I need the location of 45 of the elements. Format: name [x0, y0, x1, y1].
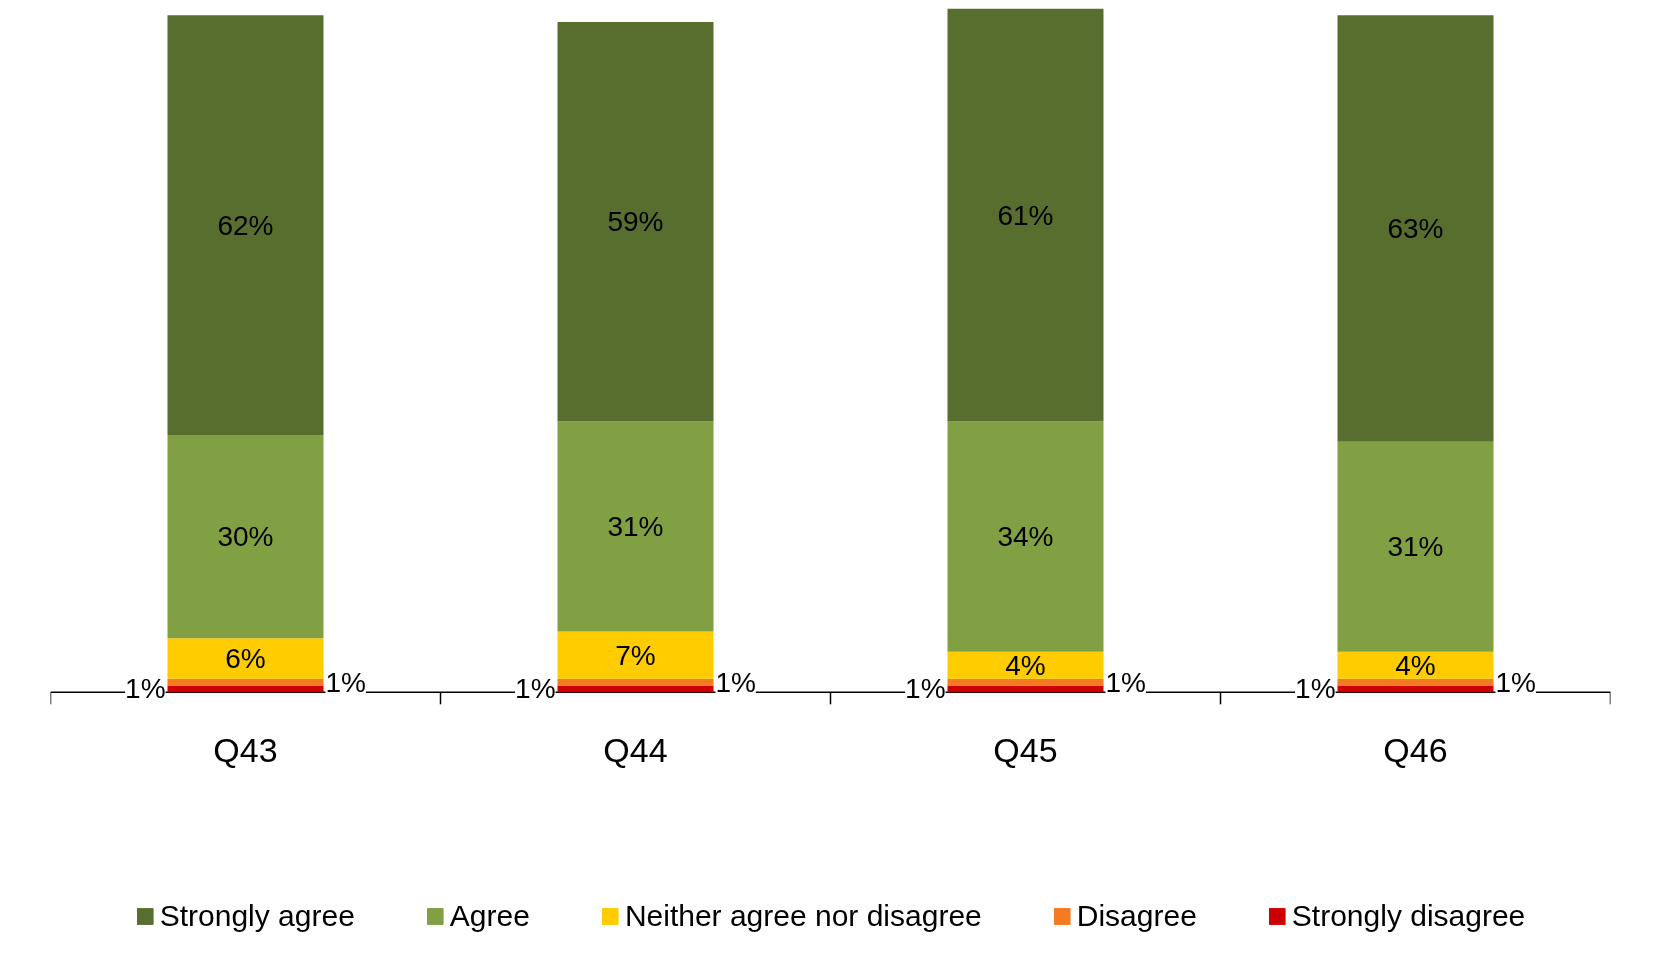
bar	[947, 678, 1104, 686]
legend-label: Strongly disagree	[1291, 899, 1526, 933]
legend-label: Neither agree nor disagree	[624, 899, 982, 933]
data-label: 1%	[715, 666, 756, 698]
bar	[167, 638, 324, 679]
data-label: 34%	[997, 521, 1054, 553]
data-label: 63%	[1387, 213, 1444, 245]
bar	[1337, 15, 1494, 442]
bar	[167, 435, 324, 639]
data-label: 1%	[1295, 673, 1336, 705]
bar	[167, 15, 324, 436]
bar	[557, 421, 714, 632]
bar	[557, 678, 714, 686]
bar	[1337, 651, 1494, 679]
bar	[1337, 441, 1494, 652]
bar	[557, 22, 714, 422]
x-tick-label: Q45	[993, 731, 1058, 770]
data-label: 1%	[515, 673, 556, 705]
legend-label: Disagree	[1076, 899, 1197, 933]
data-label: 4%	[1005, 649, 1046, 681]
data-label: 6%	[225, 642, 266, 674]
data-label: 1%	[905, 673, 946, 705]
data-label: 1%	[1495, 666, 1536, 698]
data-label: 31%	[1387, 531, 1444, 563]
data-label: 1%	[325, 666, 366, 698]
bar	[947, 8, 1104, 422]
data-label: 1%	[125, 673, 166, 705]
x-tick-label: Q46	[1383, 731, 1448, 770]
x-tick-label: Q43	[213, 731, 278, 770]
bar	[167, 678, 324, 686]
data-label: 31%	[607, 510, 664, 542]
data-label: 7%	[615, 639, 656, 671]
data-label: 62%	[217, 209, 274, 241]
data-label: 30%	[217, 521, 274, 553]
x-tick-label: Q44	[603, 731, 668, 770]
bar	[557, 631, 714, 679]
legend-label: Agree	[449, 899, 530, 933]
data-label: 1%	[1105, 666, 1146, 698]
bar	[947, 421, 1104, 652]
data-label: 4%	[1395, 649, 1436, 681]
data-label: 61%	[997, 199, 1054, 231]
legend-label: Strongly agree	[159, 899, 355, 933]
data-label: 59%	[607, 206, 664, 238]
bar	[947, 651, 1104, 679]
bar	[1337, 678, 1494, 686]
